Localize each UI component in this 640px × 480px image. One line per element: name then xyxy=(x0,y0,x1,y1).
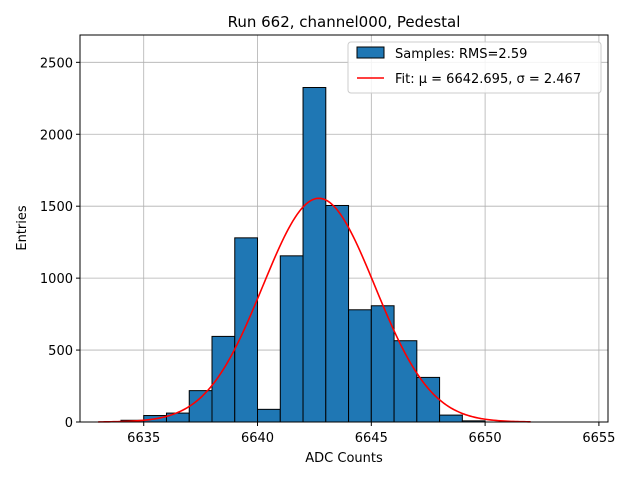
y-tick-label: 1000 xyxy=(40,272,73,287)
histogram-bar xyxy=(279,255,304,423)
histogram-bar xyxy=(348,309,372,423)
legend: Samples: RMS=2.59 Fit: μ = 6642.695, σ =… xyxy=(347,41,602,94)
x-tick-label: 6650 xyxy=(469,431,502,446)
histogram-bar xyxy=(325,204,350,423)
x-tick-label: 6645 xyxy=(355,431,388,446)
histogram-bars xyxy=(120,87,486,423)
x-tick-label: 6640 xyxy=(241,431,274,446)
x-tick-label: 6635 xyxy=(127,431,160,446)
legend-swatch-samples xyxy=(356,46,385,59)
y-tick-label: 2000 xyxy=(40,128,73,143)
histogram-bar xyxy=(211,335,236,423)
legend-box xyxy=(347,41,602,94)
plot-frame xyxy=(79,34,609,423)
histogram-bar xyxy=(165,412,190,423)
x-axis-label: ADC Counts xyxy=(305,451,383,466)
x-tick-label: 6655 xyxy=(582,431,615,446)
y-tick-label: 2500 xyxy=(40,56,73,71)
y-tick-label: 1500 xyxy=(40,200,73,215)
chart-title: Run 662, channel000, Pedestal xyxy=(228,13,461,31)
axis-ticks: 6635 6640 6645 6650 6655 0 500 1000 1500 2000 2500 xyxy=(40,56,616,446)
histogram-bar xyxy=(439,414,463,423)
legend-label-fit: Fit: μ = 6642.695, σ = 2.467 xyxy=(395,72,581,87)
histogram-bar xyxy=(234,237,259,423)
y-axis-label: Entries xyxy=(15,205,30,251)
histogram-bar xyxy=(416,376,441,423)
y-tick-label: 500 xyxy=(48,344,73,359)
histogram-bar xyxy=(257,408,281,423)
fit-curve xyxy=(98,197,531,423)
y-tick-label: 0 xyxy=(65,416,73,431)
legend-label-samples: Samples: RMS=2.59 xyxy=(395,47,527,62)
histogram-bar xyxy=(188,390,213,423)
histogram-bar xyxy=(302,87,327,423)
